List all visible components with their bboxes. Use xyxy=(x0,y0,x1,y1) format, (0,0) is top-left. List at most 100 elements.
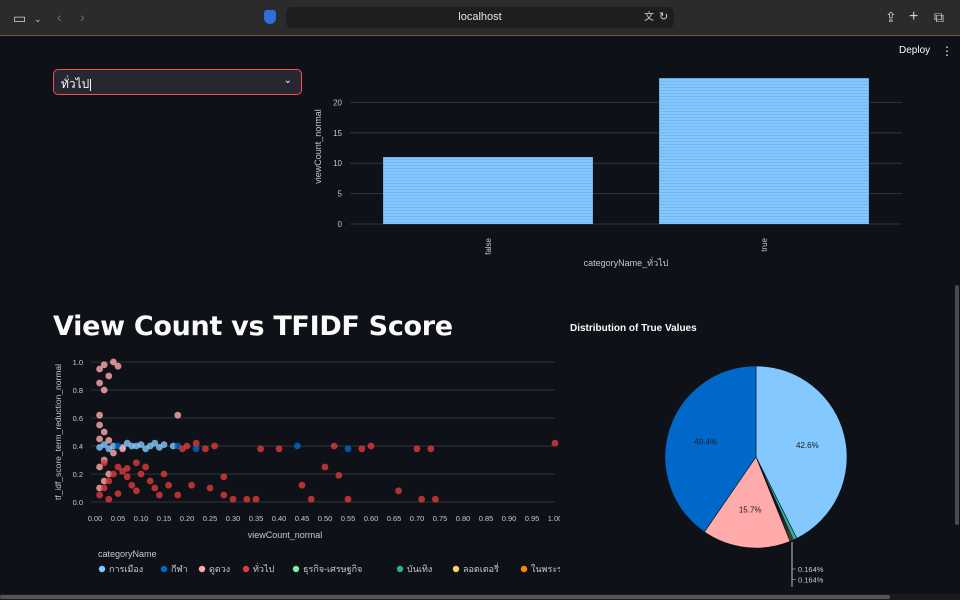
scatter-point xyxy=(110,449,117,457)
scatter-point xyxy=(432,495,439,503)
category-select[interactable]: ทั่วไป ⌄ xyxy=(53,69,302,95)
legend-label: บันเทิง xyxy=(407,564,432,574)
y-tick-label: 5 xyxy=(338,190,343,199)
share-icon[interactable]: ⇪ xyxy=(885,9,897,25)
vertical-scrollbar[interactable] xyxy=(955,285,959,525)
pie-slice xyxy=(703,456,791,549)
scatter-point xyxy=(123,465,131,472)
legend-label: ดูดวง xyxy=(209,564,230,575)
scatter-point xyxy=(96,435,103,443)
legend-swatch xyxy=(242,565,250,573)
scatter-point xyxy=(110,358,117,366)
legend-swatch xyxy=(520,565,528,573)
scatter-point xyxy=(174,411,182,419)
reload-icon[interactable]: ↻ xyxy=(659,11,669,23)
leader-line xyxy=(791,542,796,570)
scatter-point xyxy=(335,472,343,479)
scatter-point xyxy=(344,495,352,503)
y-tick-label: 15 xyxy=(333,129,342,138)
scatter-point xyxy=(307,495,315,503)
scatter-point xyxy=(96,379,103,387)
tabs-overview-icon[interactable]: ⧉ xyxy=(934,9,944,25)
scatter-point xyxy=(133,459,140,467)
pie-outside-label: 0.164% xyxy=(798,576,824,585)
scatter-point xyxy=(105,445,113,453)
scatter-point xyxy=(367,442,375,450)
leader-line xyxy=(791,542,796,580)
scatter-point xyxy=(105,372,113,380)
y-tick-label: 1.0 xyxy=(73,358,83,367)
legend-label: ธุรกิจ-เศรษฐกิจ xyxy=(303,564,362,575)
scatter-point xyxy=(395,487,402,495)
scatter-point xyxy=(229,495,237,503)
x-tick-label: 0.00 xyxy=(88,514,103,523)
y-tick-label: 0.0 xyxy=(73,498,83,507)
legend-label: ทั่วไป xyxy=(253,562,275,574)
deploy-button[interactable]: Deploy xyxy=(899,45,931,56)
bar xyxy=(383,157,593,224)
x-tick-label: true xyxy=(760,237,769,251)
scatter-point xyxy=(100,459,108,467)
scatter-point xyxy=(96,411,103,419)
url-text: localhost xyxy=(458,11,502,23)
y-axis-label: tf_idf_score_term_reduction_normal xyxy=(53,364,63,500)
scatter-point xyxy=(156,491,163,499)
scatter-point xyxy=(114,490,122,497)
scatter-point xyxy=(151,439,159,447)
y-tick-label: 0.4 xyxy=(73,442,83,451)
sidebar-toggle-icon[interactable]: ▭ xyxy=(13,10,27,26)
bar-chart: 0 5 10 15 20 false true categoryName_ทั่วไป view… xyxy=(313,78,902,268)
scatter-point xyxy=(165,481,172,489)
scatter-point xyxy=(142,445,149,453)
scatter-point xyxy=(96,491,103,499)
bar xyxy=(659,78,869,224)
x-tick-label: 1.00 xyxy=(548,514,560,523)
scatter-point xyxy=(96,421,103,429)
y-tick-label: 0 xyxy=(338,220,343,229)
shield-icon xyxy=(264,10,276,24)
legend-swatch xyxy=(396,565,404,573)
address-bar[interactable]: localhost 文 ↻ xyxy=(286,7,674,28)
scatter-point xyxy=(100,428,108,436)
x-tick-label: 0.95 xyxy=(525,514,540,523)
scatter-point xyxy=(220,491,228,499)
leader-line xyxy=(791,542,793,587)
scatter-point xyxy=(202,445,209,453)
x-tick-label: 0.80 xyxy=(456,514,471,523)
scatter-point xyxy=(427,445,435,453)
legend-label: ในพระราชสำนัก xyxy=(531,564,560,574)
scrollbar-thumb[interactable] xyxy=(0,595,890,599)
scatter-point xyxy=(105,495,113,503)
x-tick-label: 0.60 xyxy=(364,514,379,523)
main-menu-icon[interactable]: ⋮ xyxy=(941,44,953,58)
legend-label: ลอตเตอรี่ xyxy=(463,562,499,574)
new-tab-icon[interactable]: + xyxy=(909,8,919,25)
legend-swatch xyxy=(98,565,106,573)
scatter-point xyxy=(160,441,168,448)
scatter-point xyxy=(110,470,117,478)
chevron-down-icon[interactable]: ⌄ xyxy=(283,75,292,86)
scatter-point xyxy=(252,495,260,503)
scatter-point xyxy=(192,439,200,447)
scatter-point xyxy=(344,445,352,453)
scatter-point xyxy=(551,439,559,447)
horizontal-scrollbar[interactable] xyxy=(0,594,960,600)
pie-value-label: 15.7% xyxy=(739,505,762,514)
scatter-point xyxy=(298,481,306,489)
select-value: ทั่วไป xyxy=(61,77,90,91)
translate-icon[interactable]: 文 xyxy=(644,12,654,23)
x-tick-label: 0.20 xyxy=(180,514,195,523)
pie-title: Distribution of True Values xyxy=(570,323,697,334)
forward-icon[interactable]: › xyxy=(80,9,85,25)
scatter-point xyxy=(192,445,200,453)
x-tick-label: 0.40 xyxy=(272,514,287,523)
x-axis-label: categoryName_ทั่วไป xyxy=(584,256,669,268)
chevron-down-icon[interactable]: ⌄ xyxy=(34,14,42,24)
scatter-point xyxy=(220,473,228,481)
x-tick-label: 0.90 xyxy=(502,514,517,523)
scatter-point xyxy=(114,362,122,370)
scatter-point xyxy=(100,386,108,394)
legend-label: การเมือง xyxy=(109,564,143,574)
back-icon[interactable]: ‹ xyxy=(57,9,62,25)
scatter-point xyxy=(179,445,186,453)
